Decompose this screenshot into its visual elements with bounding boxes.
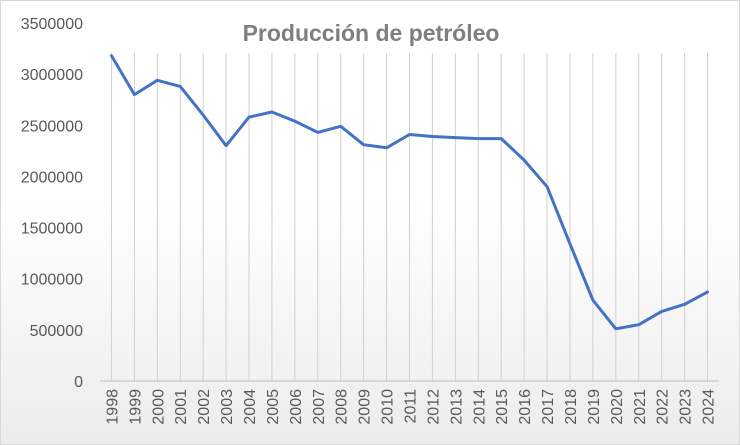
x-tick-label-2020: 2020: [609, 389, 626, 425]
data-point-2005: [270, 110, 274, 114]
y-tick-label: 3000000: [21, 67, 83, 84]
x-tick-label-2018: 2018: [563, 389, 580, 425]
y-tick-label: 1500000: [21, 221, 83, 238]
x-tick-label-1998: 1998: [104, 389, 121, 425]
y-tick-label: 500000: [30, 323, 83, 340]
data-point-2008: [339, 125, 342, 128]
x-tick-label-2004: 2004: [242, 389, 259, 425]
x-tick-label-2001: 2001: [173, 389, 190, 425]
data-point-2024: [706, 290, 709, 294]
x-tick-label-2011: 2011: [403, 389, 420, 424]
y-tick-label: 2000000: [21, 169, 83, 186]
data-point-2012: [431, 135, 434, 138]
x-tick-label-2016: 2016: [517, 389, 534, 425]
data-point-2022: [660, 310, 663, 313]
x-tick-label-2019: 2019: [586, 389, 603, 425]
x-tick-label-2023: 2023: [678, 389, 695, 425]
data-point-2000: [156, 79, 159, 82]
chart-title: Producción de petróleo: [243, 20, 500, 46]
y-tick-label: 2500000: [21, 118, 83, 135]
y-tick-label: 1000000: [21, 272, 83, 289]
y-tick-label: 3500000: [21, 16, 83, 33]
data-point-1999: [133, 93, 136, 96]
data-point-2004: [247, 115, 251, 119]
x-tick-label-2014: 2014: [471, 389, 488, 425]
x-tick-label-2010: 2010: [380, 389, 397, 425]
x-tick-label-2022: 2022: [655, 389, 672, 425]
data-point-2006: [293, 119, 297, 123]
x-tick-label-2005: 2005: [265, 389, 282, 425]
data-point-2016: [522, 158, 526, 162]
x-tick-label-2006: 2006: [288, 389, 305, 425]
data-point-2010: [385, 146, 388, 149]
x-tick-label-2008: 2008: [334, 389, 351, 425]
data-point-2003: [224, 144, 228, 147]
data-point-2020: [614, 327, 618, 331]
series-layer: [110, 54, 709, 331]
data-point-2009: [362, 143, 365, 146]
data-point-2013: [454, 136, 457, 139]
data-point-2021: [637, 323, 640, 326]
y-axis-ticks: 0 500000 1000000 1500000 2000000 2500000 30000…: [21, 16, 83, 391]
x-tick-label-2021: 2021: [632, 389, 649, 425]
x-tick-label-2000: 2000: [150, 389, 167, 425]
x-tick-label-2003: 2003: [219, 389, 236, 425]
x-tick-label-2009: 2009: [357, 389, 374, 425]
x-tick-label-2002: 2002: [196, 389, 213, 425]
data-point-2011: [408, 133, 411, 136]
data-point-2002: [201, 113, 205, 117]
y-tick-label: 0: [74, 374, 83, 391]
x-tick-label-2007: 2007: [311, 389, 328, 425]
data-point-2018: [568, 242, 572, 246]
x-tick-label-2013: 2013: [448, 389, 465, 425]
data-point-2015: [500, 137, 503, 140]
x-tick-label-2015: 2015: [494, 389, 511, 425]
data-point-2019: [591, 298, 595, 302]
x-tick-label-2012: 2012: [425, 389, 442, 425]
data-point-2014: [477, 137, 480, 140]
data-point-2007: [316, 131, 319, 134]
data-point-2017: [545, 185, 549, 188]
data-point-2001: [179, 85, 182, 88]
x-tick-label-2017: 2017: [540, 389, 557, 425]
gridlines: [110, 53, 709, 381]
data-point-1998: [110, 54, 113, 57]
x-tick-label-1999: 1999: [127, 389, 144, 425]
x-axis-ticks: 1998 1999 2000 2001 2002 2003 2004 2005 2006 2007…: [104, 389, 717, 425]
data-point-2023: [683, 303, 686, 306]
x-tick-label-2024: 2024: [701, 389, 718, 425]
